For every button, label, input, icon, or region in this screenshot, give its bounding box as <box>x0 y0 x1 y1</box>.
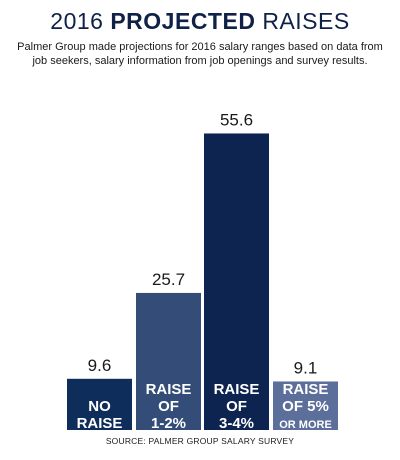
value-label-1: 9.6 <box>88 356 112 375</box>
category-label-2-line-3: 1-2% <box>151 415 186 432</box>
category-label-4-line-3: OR MORE <box>279 419 332 431</box>
value-label-2: 25.7 <box>152 270 185 289</box>
chart-title: 2016 PROJECTED RAISES <box>0 8 400 35</box>
value-label-4: 9.1 <box>294 358 318 377</box>
bar-1 <box>67 378 132 430</box>
bar-3 <box>204 133 269 430</box>
title-tail: RAISES <box>262 8 350 34</box>
category-label-1-line-2: RAISE <box>77 415 123 432</box>
chart-subtitle: Palmer Group made projections for 2016 s… <box>17 41 383 67</box>
bar-4 <box>273 381 338 430</box>
value-label-3: 55.6 <box>220 110 253 129</box>
bar-2 <box>136 292 201 430</box>
category-label-2-line-2: OF <box>158 398 179 415</box>
category-label-3-line-1: RAISE <box>214 381 260 398</box>
source-note: SOURCE: PALMER GROUP SALARY SURVEY <box>105 436 295 446</box>
category-label-4-line-2: OF 5% <box>282 398 329 415</box>
title-bold: PROJECTED <box>110 8 256 34</box>
category-label-4-line-1: RAISE <box>283 381 329 398</box>
category-label-3-line-2: OF <box>226 398 247 415</box>
category-label-3-line-3: 3-4% <box>219 415 254 432</box>
category-label-1-line-1: NO <box>88 398 111 415</box>
category-label-2-line-1: RAISE <box>146 381 192 398</box>
title-year: 2016 <box>50 8 104 34</box>
